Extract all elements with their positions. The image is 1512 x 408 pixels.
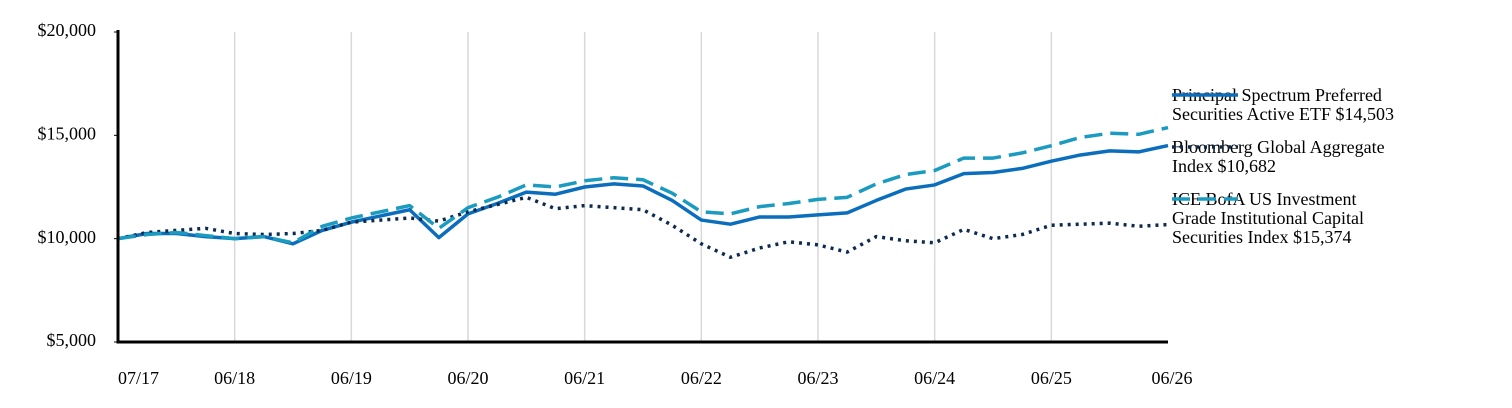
x-tick-label: 06/20	[447, 368, 488, 388]
series-line	[117, 143, 1169, 246]
x-tick-label: 06/25	[1031, 368, 1072, 388]
series-line	[117, 125, 1169, 245]
y-tick-label: $10,000	[38, 227, 97, 247]
legend-item: Bloomberg Global Aggregate Index $10,682	[1172, 138, 1502, 176]
legend-item: Principal Spectrum Preferred Securities …	[1172, 86, 1502, 124]
legend-swatch	[1172, 93, 1238, 97]
legend-label: ICE BofA US Investment Grade Institution…	[1172, 189, 1364, 247]
x-tick-label: 07/17	[118, 368, 159, 388]
x-tick-label: 06/19	[331, 368, 372, 388]
y-tick-label: $5,000	[47, 330, 97, 350]
legend-swatch	[1172, 145, 1238, 149]
x-tick-label: 06/24	[914, 368, 955, 388]
y-tick-label: $15,000	[38, 123, 97, 143]
y-tick-label: $20,000	[38, 20, 97, 40]
legend: Principal Spectrum Preferred Securities …	[1172, 86, 1502, 261]
x-tick-label: 06/23	[797, 368, 838, 388]
legend-swatch	[1172, 197, 1238, 201]
x-tick-label: 06/26	[1151, 368, 1192, 388]
x-tick-label: 06/18	[214, 368, 255, 388]
series-line	[117, 195, 1169, 260]
legend-item: ICE BofA US Investment Grade Institution…	[1172, 190, 1502, 247]
legend-label: Bloomberg Global Aggregate Index $10,682	[1172, 137, 1385, 176]
x-tick-label: 06/22	[681, 368, 722, 388]
legend-label: Principal Spectrum Preferred Securities …	[1172, 85, 1394, 124]
x-tick-label: 06/21	[564, 368, 605, 388]
